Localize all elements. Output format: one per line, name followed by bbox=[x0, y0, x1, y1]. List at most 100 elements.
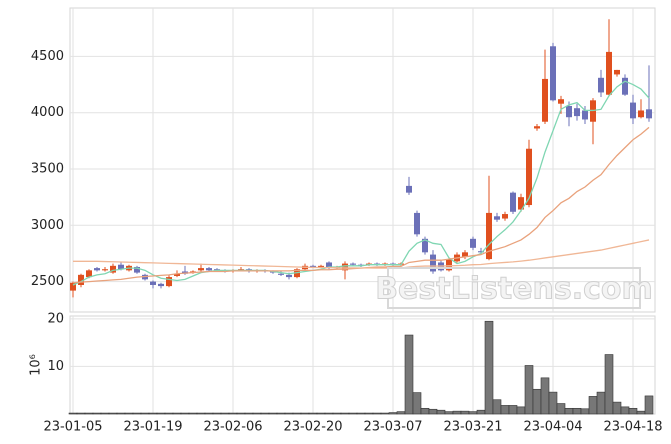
volume-bar bbox=[276, 412, 286, 415]
volume-bar bbox=[108, 412, 118, 415]
y-tick-label: 3500 bbox=[31, 162, 64, 177]
candle-body bbox=[414, 212, 420, 235]
volume-bar bbox=[260, 412, 270, 415]
volume-bar bbox=[236, 412, 246, 415]
volume-bar bbox=[468, 411, 478, 415]
y-tick-label: 3000 bbox=[31, 218, 64, 233]
y-axis-label: 10⁶ bbox=[29, 354, 44, 376]
candle-body bbox=[502, 214, 508, 219]
candle-body bbox=[174, 273, 180, 276]
candle-body bbox=[606, 51, 612, 95]
volume-bar bbox=[84, 412, 94, 415]
volume-bar bbox=[300, 412, 310, 415]
candle-body bbox=[526, 148, 532, 206]
volume-bar bbox=[244, 412, 254, 415]
candle-body bbox=[94, 268, 100, 271]
volume-bar bbox=[76, 412, 86, 415]
x-tick-label: 23-04-04 bbox=[523, 420, 582, 435]
candle-body bbox=[542, 78, 548, 122]
x-tick-label: 23-04-18 bbox=[603, 420, 662, 435]
volume-bar bbox=[612, 401, 622, 415]
volume-bar bbox=[452, 410, 462, 415]
volume-bar bbox=[284, 412, 294, 415]
volume-bar bbox=[628, 407, 638, 415]
volume-bar bbox=[492, 399, 502, 415]
candle-body bbox=[478, 251, 484, 253]
moving-average-line bbox=[73, 239, 650, 269]
candle-body bbox=[166, 277, 172, 287]
volume-bar bbox=[292, 412, 302, 415]
volume-bar bbox=[564, 407, 574, 415]
volume-bar bbox=[140, 412, 150, 415]
volume-bar bbox=[228, 412, 238, 415]
watermark: BestListens.com bbox=[375, 272, 653, 307]
volume-bar bbox=[404, 334, 414, 415]
plot-frame bbox=[69, 7, 656, 313]
volume-bar bbox=[148, 412, 158, 415]
candle-body bbox=[342, 263, 348, 271]
volume-bar bbox=[644, 395, 654, 415]
volume-bar bbox=[348, 412, 358, 415]
volume-bar bbox=[556, 403, 566, 415]
volume-bar bbox=[180, 412, 190, 415]
volume-bar bbox=[420, 407, 430, 415]
candle-body bbox=[510, 192, 516, 212]
volume-bar bbox=[516, 406, 526, 415]
volume-bar bbox=[636, 410, 646, 415]
volume-bar bbox=[340, 412, 350, 415]
candle-body bbox=[430, 254, 436, 272]
volume-bar bbox=[156, 412, 166, 415]
volume-bar bbox=[500, 405, 510, 415]
volume-bar bbox=[412, 392, 422, 415]
candle-body bbox=[494, 216, 500, 220]
candle-body bbox=[70, 282, 76, 291]
volume-bar bbox=[220, 412, 230, 415]
volume-bar bbox=[252, 412, 262, 415]
volume-bar bbox=[372, 412, 382, 415]
volume-bar bbox=[92, 412, 102, 415]
volume-bar bbox=[332, 412, 342, 415]
candle-body bbox=[150, 281, 156, 285]
candle-body bbox=[118, 264, 124, 270]
candle-body bbox=[134, 266, 140, 273]
moving-average-line bbox=[72, 80, 650, 286]
volume-bar bbox=[324, 412, 334, 415]
candle-body bbox=[518, 197, 524, 210]
y-tick-label: 10 bbox=[47, 359, 64, 374]
volume-bar bbox=[460, 410, 470, 415]
volume-bar bbox=[388, 412, 398, 415]
volume-bar bbox=[540, 377, 550, 415]
volume-bar bbox=[212, 412, 222, 415]
candle-body bbox=[286, 274, 292, 278]
candle-body bbox=[78, 274, 84, 285]
x-tick-label: 23-02-06 bbox=[203, 420, 262, 435]
candle-body bbox=[622, 77, 628, 95]
x-tick-label: 23-01-19 bbox=[123, 420, 182, 435]
volume-bar bbox=[100, 412, 110, 415]
candle-body bbox=[158, 283, 164, 287]
volume-bar bbox=[444, 411, 454, 415]
volume-bar bbox=[532, 388, 542, 415]
candle-body bbox=[198, 268, 204, 271]
volume-bar bbox=[316, 412, 326, 415]
volume-bar bbox=[196, 412, 206, 415]
candle-body bbox=[310, 265, 316, 267]
candle-body bbox=[446, 259, 452, 271]
candle-body bbox=[350, 263, 356, 265]
candle-body bbox=[102, 269, 108, 271]
volume-bar bbox=[484, 320, 494, 415]
y-tick-label: 4500 bbox=[31, 49, 64, 64]
y-tick-label: 4000 bbox=[31, 105, 64, 120]
candle-body bbox=[278, 273, 284, 275]
candle-body bbox=[406, 185, 412, 193]
volume-bar bbox=[524, 365, 534, 415]
volume-bar bbox=[588, 396, 598, 415]
volume-bar bbox=[436, 409, 446, 415]
volume-bar bbox=[204, 412, 214, 415]
y-tick-label: 2500 bbox=[31, 274, 64, 289]
volume-bar bbox=[188, 412, 198, 415]
volume-bar bbox=[172, 412, 182, 415]
candle-body bbox=[486, 212, 492, 260]
